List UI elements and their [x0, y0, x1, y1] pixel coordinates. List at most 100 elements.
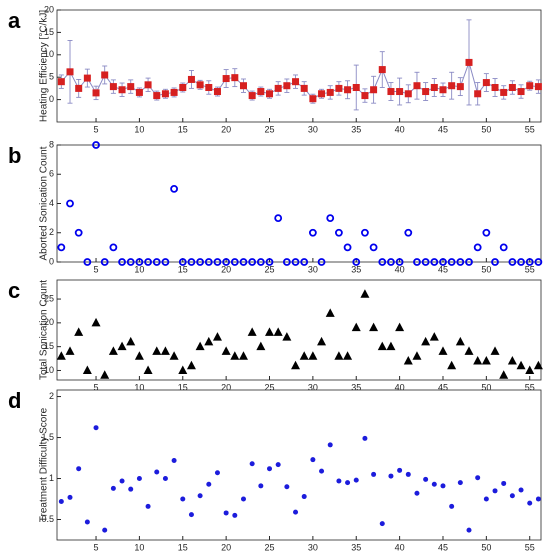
point: [475, 475, 481, 481]
point: [334, 228, 343, 237]
point: [491, 258, 499, 266]
point: [169, 351, 179, 360]
point: [257, 88, 265, 96]
point: [388, 473, 394, 479]
point: [232, 512, 238, 518]
point: [284, 484, 290, 490]
point: [499, 370, 509, 379]
point: [231, 74, 239, 82]
x-tick-label: 40: [395, 264, 405, 274]
point: [67, 494, 73, 500]
point: [76, 466, 82, 472]
point: [293, 509, 299, 515]
x-tick-label: 10: [134, 264, 144, 274]
point: [456, 83, 464, 91]
point: [448, 82, 456, 90]
point: [317, 258, 326, 266]
point: [377, 341, 387, 351]
x-tick-label: 15: [178, 264, 188, 274]
point: [109, 243, 118, 252]
y-tick-label: 8: [49, 139, 54, 149]
point: [275, 462, 281, 468]
point: [447, 258, 456, 266]
point: [291, 360, 301, 370]
point: [282, 258, 291, 266]
point: [473, 243, 482, 252]
point: [483, 496, 489, 502]
y-tick-label: 15: [44, 27, 54, 37]
point: [178, 365, 188, 374]
point: [499, 243, 508, 252]
y-axis-label: Heating Efficiency [°C/kJ]: [39, 10, 50, 122]
y-axis-label: Treatment Difficulty Score: [39, 407, 50, 522]
x-tick-label: 50: [481, 264, 491, 274]
y-tick-label: 10: [44, 49, 54, 59]
point: [291, 258, 300, 266]
point: [118, 258, 126, 266]
point: [508, 84, 516, 92]
y-tick-label: 4: [49, 198, 54, 208]
point: [196, 258, 205, 266]
point: [74, 228, 83, 237]
point: [386, 341, 396, 351]
y-tick-label: 20: [44, 317, 54, 327]
point: [404, 90, 412, 98]
panel-label: b: [8, 143, 21, 168]
point: [92, 89, 100, 97]
point: [127, 83, 135, 91]
point: [57, 243, 66, 252]
x-tick-label: 10: [134, 542, 144, 552]
point: [473, 355, 483, 365]
point: [266, 90, 274, 98]
point: [517, 88, 525, 96]
point: [413, 258, 421, 266]
point: [447, 360, 457, 370]
point: [57, 78, 65, 86]
point: [196, 81, 204, 89]
point: [161, 90, 169, 98]
point: [491, 84, 499, 92]
point: [205, 84, 213, 92]
y-tick-label: 10: [44, 365, 54, 375]
point: [230, 351, 240, 360]
point: [369, 322, 379, 332]
point: [325, 308, 335, 317]
x-tick-label: 35: [351, 542, 361, 552]
point: [464, 346, 474, 355]
point: [102, 527, 108, 533]
point: [83, 258, 92, 266]
point: [466, 527, 472, 533]
point: [319, 468, 325, 474]
x-tick-label: 25: [265, 542, 275, 552]
x-tick-label: 15: [178, 382, 188, 392]
point: [100, 258, 109, 266]
point: [533, 360, 543, 370]
point: [343, 351, 353, 360]
point: [362, 435, 368, 441]
x-tick-label: 55: [525, 264, 535, 274]
point: [474, 90, 482, 98]
x-tick-label: 25: [265, 382, 275, 392]
point: [378, 258, 387, 266]
point: [274, 84, 282, 92]
point: [109, 83, 117, 91]
point: [187, 75, 195, 83]
point: [65, 346, 75, 355]
point: [517, 258, 525, 266]
x-tick-label: 5: [94, 542, 99, 552]
point: [101, 71, 109, 79]
point: [56, 351, 66, 360]
point: [465, 58, 473, 66]
point: [397, 467, 403, 473]
point: [309, 95, 317, 103]
point: [371, 471, 377, 477]
y-tick-label: 6: [49, 169, 54, 179]
point: [143, 365, 153, 374]
point: [387, 258, 395, 266]
point: [273, 327, 283, 336]
point: [440, 483, 446, 489]
point: [144, 258, 152, 266]
point: [421, 336, 431, 346]
plot-area: [56, 9, 542, 123]
